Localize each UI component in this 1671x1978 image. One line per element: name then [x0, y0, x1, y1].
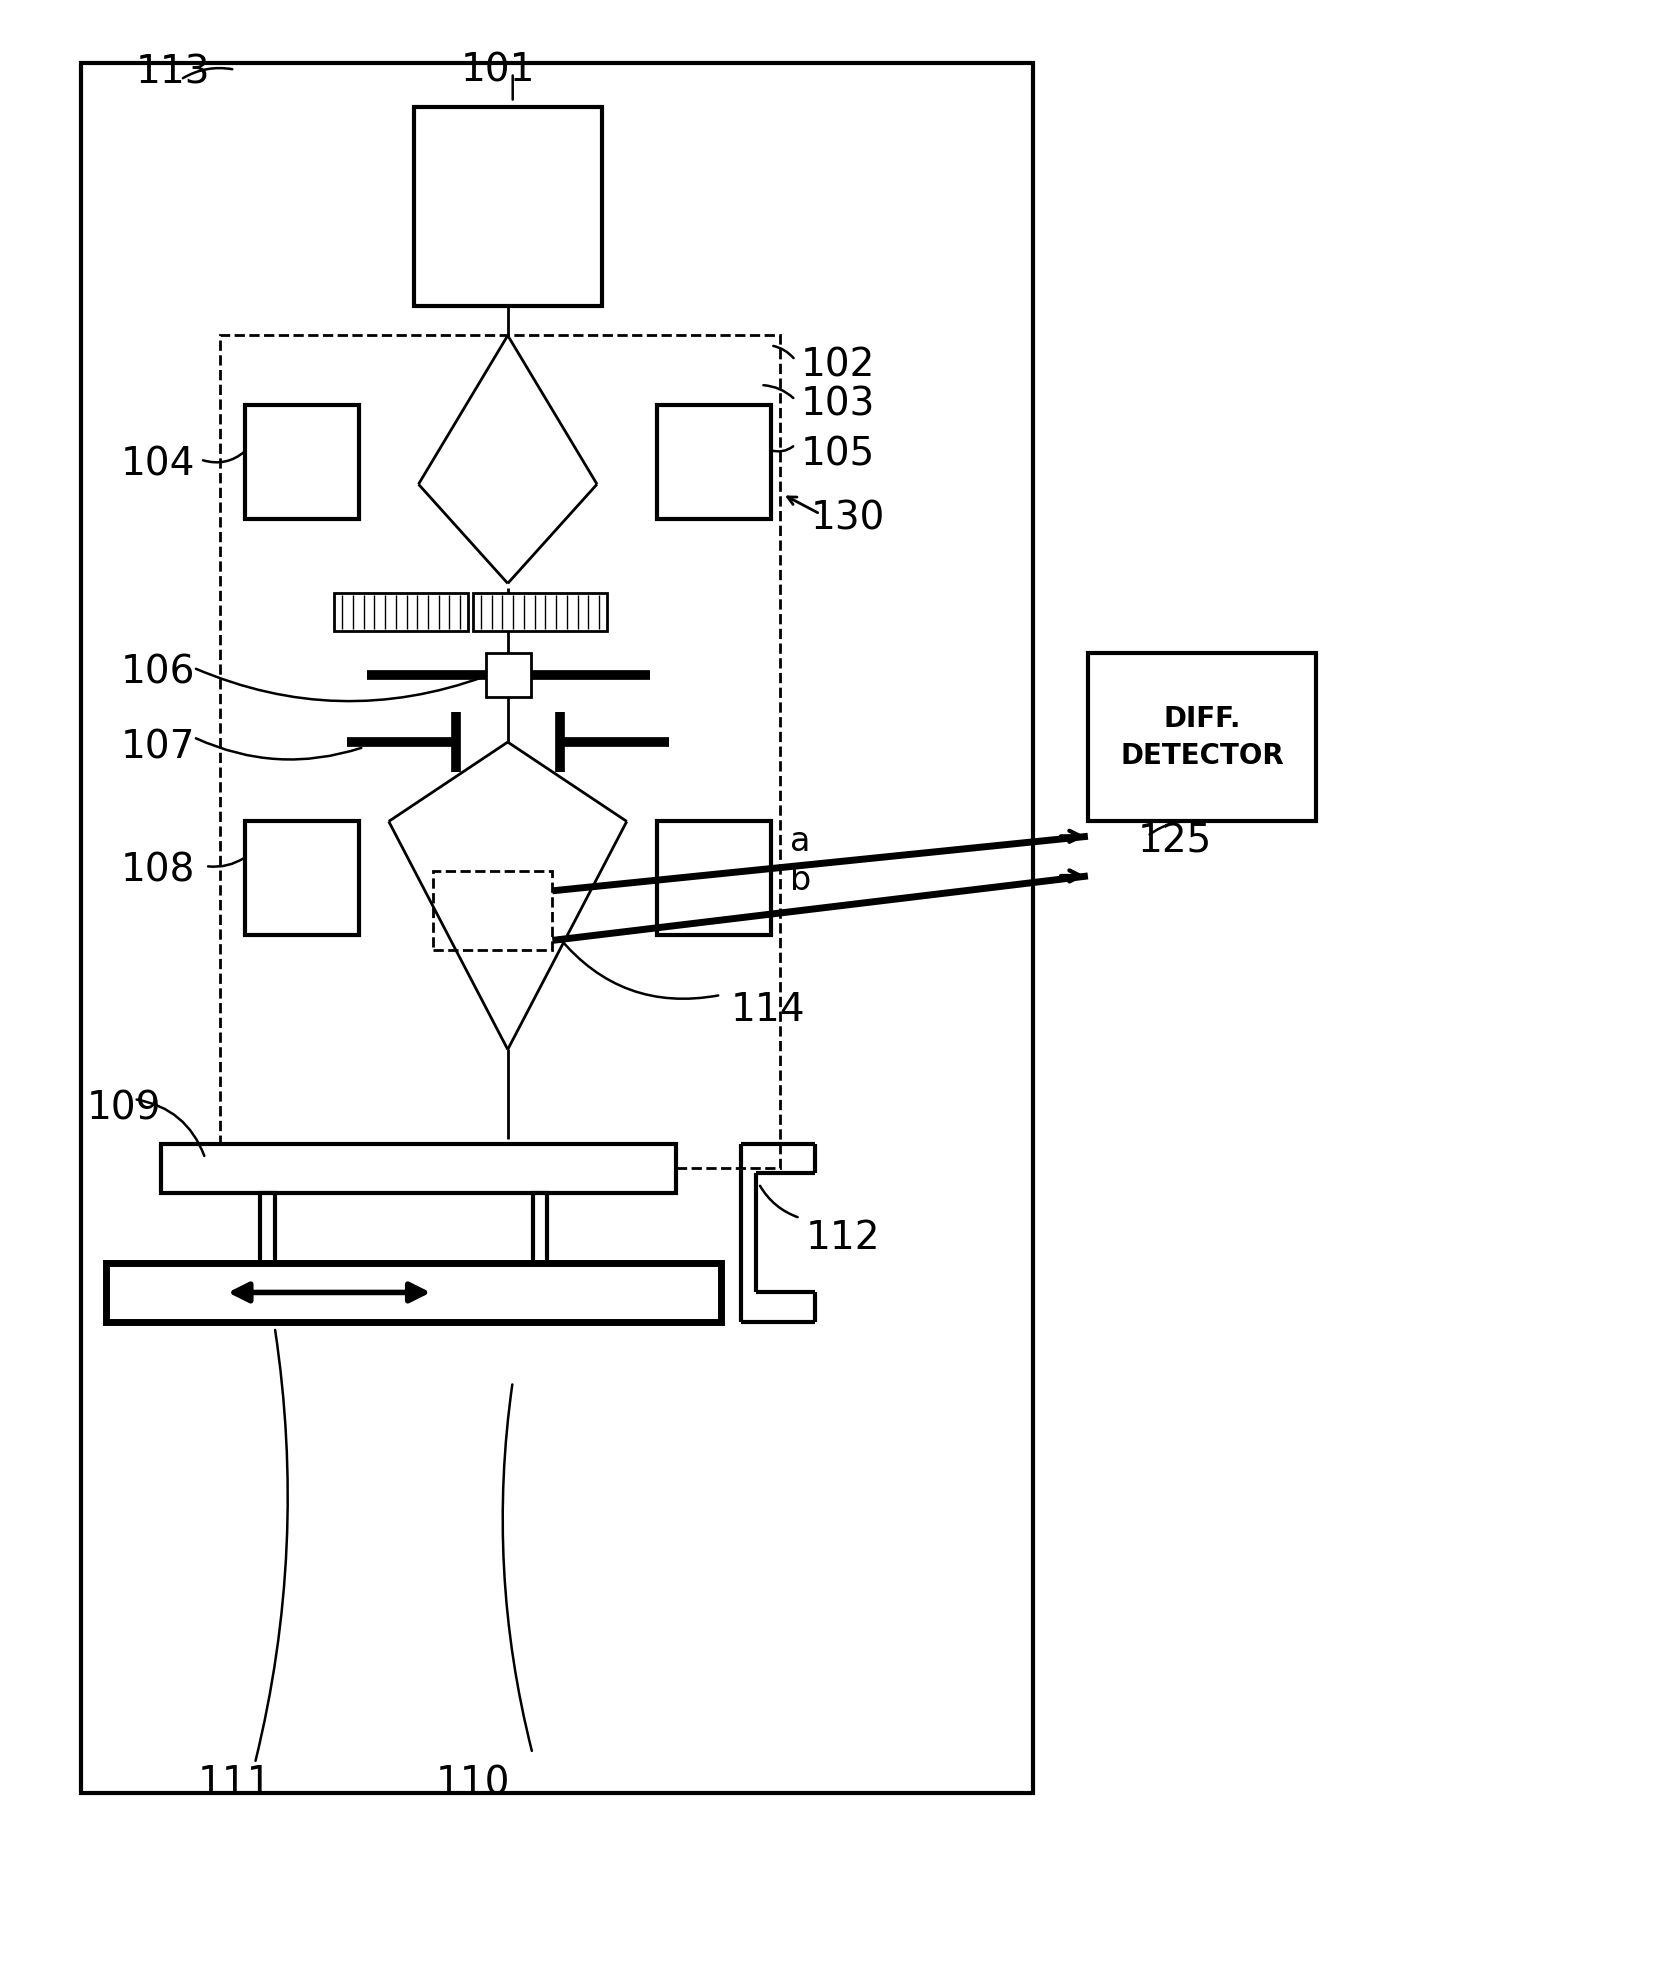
Bar	[259, 1193, 274, 1262]
Text: a: a	[790, 825, 810, 858]
Text: 108: 108	[120, 853, 196, 890]
Text: 130: 130	[810, 500, 884, 538]
Text: 112: 112	[805, 1218, 879, 1256]
FancyArrowPatch shape	[764, 386, 794, 398]
Text: 104: 104	[120, 445, 196, 483]
FancyArrowPatch shape	[1150, 821, 1195, 835]
FancyArrowPatch shape	[196, 738, 361, 760]
FancyArrowPatch shape	[772, 447, 794, 451]
Text: 110: 110	[436, 1764, 510, 1802]
Text: DIFF.
DETECTOR: DIFF. DETECTOR	[1120, 704, 1283, 769]
Text: 106: 106	[120, 653, 196, 692]
Bar	[657, 405, 770, 518]
FancyArrowPatch shape	[182, 67, 232, 79]
Bar	[657, 821, 770, 936]
Text: 114: 114	[730, 991, 805, 1029]
FancyArrowPatch shape	[503, 1385, 531, 1751]
FancyArrowPatch shape	[560, 938, 719, 999]
Text: 125: 125	[1138, 823, 1211, 860]
Text: 113: 113	[135, 53, 211, 91]
Bar	[413, 107, 602, 307]
Text: 105: 105	[800, 435, 874, 473]
Bar	[160, 1143, 677, 1193]
FancyArrowPatch shape	[207, 858, 244, 866]
FancyArrowPatch shape	[256, 1329, 287, 1760]
Bar	[1088, 653, 1317, 821]
Bar	[82, 63, 1033, 1794]
Text: 109: 109	[87, 1090, 160, 1127]
Bar	[107, 1262, 720, 1321]
FancyArrowPatch shape	[202, 451, 246, 463]
FancyArrowPatch shape	[760, 1185, 797, 1216]
Bar	[433, 870, 553, 949]
Bar	[246, 821, 359, 936]
FancyArrowPatch shape	[196, 669, 485, 700]
Bar	[486, 653, 531, 698]
Bar	[246, 405, 359, 518]
Text: 102: 102	[800, 346, 874, 384]
Text: 101: 101	[461, 51, 535, 89]
Text: 107: 107	[120, 728, 196, 765]
Text: 111: 111	[197, 1764, 272, 1802]
Text: 103: 103	[800, 386, 874, 423]
Bar	[533, 1193, 548, 1262]
Bar	[473, 593, 607, 631]
Bar	[221, 336, 780, 1169]
Text: b: b	[790, 864, 812, 898]
FancyArrowPatch shape	[137, 1100, 204, 1155]
Bar	[334, 593, 468, 631]
FancyArrowPatch shape	[774, 346, 794, 358]
